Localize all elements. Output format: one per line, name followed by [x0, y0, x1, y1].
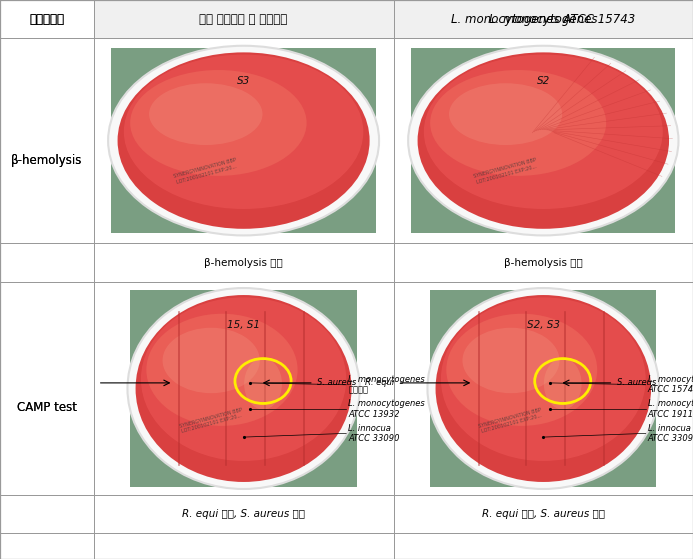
Text: L. monocytogenes
ATCC 19113: L. monocytogenes ATCC 19113 [648, 399, 693, 419]
Text: L. monocytogenes
ATCC 13932: L. monocytogenes ATCC 13932 [349, 399, 425, 419]
Ellipse shape [544, 358, 581, 410]
Text: L. monocytogenes
분리균주: L. monocytogenes 분리균주 [349, 375, 425, 395]
Bar [0, 0, 94, 559]
Text: β-hemolysis: β-hemolysis [11, 154, 82, 167]
Ellipse shape [163, 328, 260, 393]
Ellipse shape [136, 295, 351, 482]
Text: R. equi: R. equi [65, 378, 94, 387]
Text: L. innocua
ATCC 33090: L. innocua ATCC 33090 [648, 424, 693, 443]
Text: S2: S2 [536, 75, 550, 86]
Ellipse shape [408, 46, 678, 235]
Ellipse shape [244, 358, 282, 410]
Ellipse shape [430, 70, 606, 176]
Ellipse shape [441, 297, 646, 461]
Text: SYNERGYINNOVATION BBP
LOT:200102101 EXP:20...: SYNERGYINNOVATION BBP LOT:200102101 EXP:… [179, 408, 244, 435]
Text: R. equi 음성, S. aureus 양성: R. equi 음성, S. aureus 양성 [182, 509, 305, 519]
Text: CAMP test: CAMP test [17, 401, 77, 414]
Text: L. innocua
ATCC 33090: L. innocua ATCC 33090 [349, 424, 400, 443]
Ellipse shape [118, 53, 369, 229]
Ellipse shape [449, 83, 562, 145]
Text: S2, S3: S2, S3 [527, 320, 560, 330]
Text: β-hemolysis: β-hemolysis [11, 154, 82, 167]
Text: β-hemolysis 음성: β-hemolysis 음성 [204, 258, 283, 268]
Text: L. monocytogenes: L. monocytogenes [489, 12, 597, 26]
Ellipse shape [108, 46, 379, 235]
Ellipse shape [428, 288, 659, 489]
Ellipse shape [146, 314, 297, 426]
Bar [411, 48, 676, 233]
Text: 생화학시험: 생화학시험 [29, 12, 64, 26]
Ellipse shape [424, 55, 663, 209]
Ellipse shape [418, 53, 669, 229]
Bar [112, 48, 376, 233]
Ellipse shape [435, 295, 651, 482]
Text: 생화학시험: 생화학시험 [29, 12, 64, 26]
Ellipse shape [141, 297, 346, 461]
Text: 15, S1: 15, S1 [227, 320, 260, 330]
Ellipse shape [128, 288, 360, 489]
Ellipse shape [446, 314, 597, 426]
Ellipse shape [130, 70, 306, 176]
Text: 기타 표준균주 및 분리균주: 기타 표준균주 및 분리균주 [200, 12, 288, 26]
Text: β-hemolysis 양성: β-hemolysis 양성 [504, 258, 583, 268]
Text: CAMP test: CAMP test [17, 401, 77, 414]
Text: S3: S3 [237, 75, 250, 86]
Bar [130, 290, 357, 487]
Text: L. monocytogenes
ATCC 15743: L. monocytogenes ATCC 15743 [648, 375, 693, 395]
Text: SYNERGYINNOVATION BBP
LOT:200102101 EXP:20...: SYNERGYINNOVATION BBP LOT:200102101 EXP:… [473, 158, 538, 185]
Text: SYNERGYINNOVATION BBP
LOT:200102101 EXP:20...: SYNERGYINNOVATION BBP LOT:200102101 EXP:… [478, 408, 543, 435]
Bar [430, 290, 656, 487]
Ellipse shape [124, 55, 363, 209]
Text: R. equi 음성, S. aureus 음성: R. equi 음성, S. aureus 음성 [482, 509, 605, 519]
Text: S. aureus: S. aureus [317, 378, 356, 387]
Ellipse shape [462, 328, 559, 393]
Text: SYNERGYINNOVATION BBP
LOT:200102101 EXP:20...: SYNERGYINNOVATION BBP LOT:200102101 EXP:… [173, 158, 238, 185]
Text: L. monocytogenes ATCC 15743: L. monocytogenes ATCC 15743 [451, 12, 635, 26]
Ellipse shape [149, 83, 263, 145]
Text: S. aureus: S. aureus [617, 378, 656, 387]
Bar [0, 0, 693, 38]
Text: R. equi: R. equi [365, 378, 394, 387]
